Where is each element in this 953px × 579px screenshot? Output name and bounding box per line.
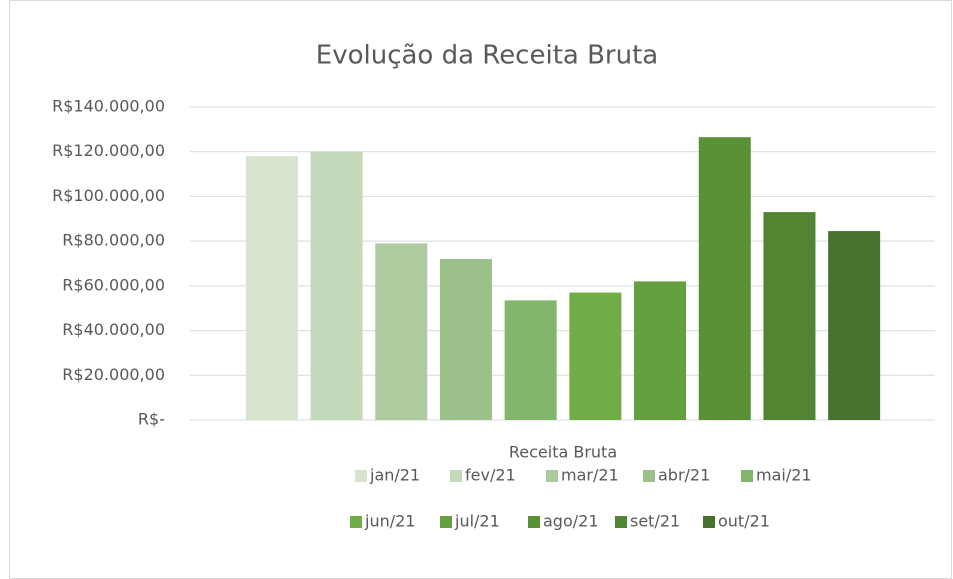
bar	[763, 212, 816, 420]
y-tick-label: R$-	[138, 410, 165, 429]
legend-swatch	[528, 516, 540, 528]
legend-label: jul/21	[454, 512, 500, 531]
legend-label: mar/21	[561, 466, 619, 485]
legend-label: jan/21	[369, 466, 420, 485]
chart-title: Evolução da Receita Bruta	[316, 41, 658, 71]
bar	[310, 151, 363, 420]
legend-label: out/21	[718, 512, 770, 531]
legend-swatch	[741, 470, 753, 482]
bar	[634, 281, 687, 420]
y-tick-label: R$80.000,00	[62, 231, 165, 250]
bar	[828, 231, 881, 420]
y-tick-label: R$20.000,00	[62, 365, 165, 384]
y-tick-label: R$60.000,00	[62, 275, 165, 294]
legend-swatch	[440, 516, 452, 528]
legend-swatch	[703, 516, 715, 528]
legend-label: mai/21	[756, 466, 812, 485]
legend-label: set/21	[630, 512, 680, 531]
bar	[569, 292, 622, 420]
legend-label: fev/21	[465, 466, 516, 485]
legend-label: abr/21	[658, 466, 710, 485]
legend-label: jun/21	[364, 512, 415, 531]
bar	[698, 137, 751, 421]
legend-swatch	[546, 470, 558, 482]
y-tick-label: R$40.000,00	[62, 320, 165, 339]
bar	[439, 259, 492, 420]
legend-swatch	[355, 470, 367, 482]
y-tick-label: R$140.000,00	[52, 97, 165, 116]
y-tick-label: R$100.000,00	[52, 186, 165, 205]
x-tick-label: Receita Bruta	[509, 443, 617, 462]
legend-swatch	[350, 516, 362, 528]
bar	[375, 243, 428, 420]
bar	[245, 156, 298, 420]
legend-label: ago/21	[543, 512, 599, 531]
bar	[504, 300, 557, 420]
legend-swatch	[450, 470, 462, 482]
y-tick-label: R$120.000,00	[52, 141, 165, 160]
legend-swatch	[615, 516, 627, 528]
legend-swatch	[643, 470, 655, 482]
